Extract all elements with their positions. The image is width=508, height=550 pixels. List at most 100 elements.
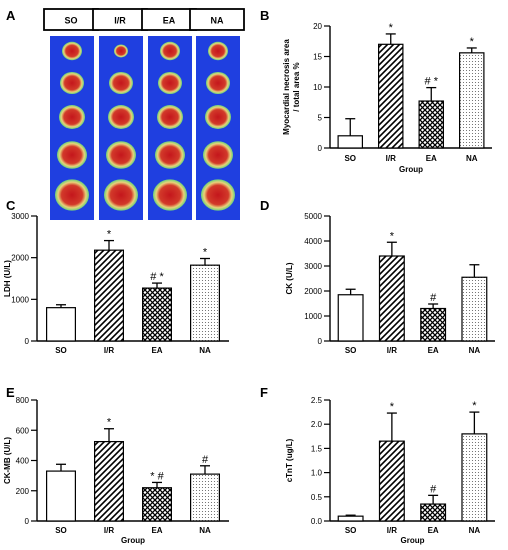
panel-a-label: A <box>6 8 16 23</box>
heart-slice <box>208 41 228 61</box>
column-header-label: NA <box>211 16 224 26</box>
panel-label: C <box>6 198 16 213</box>
y-axis-label: CK (U/L) <box>285 262 294 294</box>
significance-marker: * <box>470 36 475 48</box>
y-axis-label: Myocardial necrosis area <box>282 39 291 135</box>
bar-ir <box>378 43 404 149</box>
x-tick-label: SO <box>345 346 357 355</box>
bar-ea <box>418 100 445 149</box>
column-header-box <box>189 8 245 31</box>
significance-marker: * <box>389 22 394 34</box>
significance-marker: * <box>390 230 395 242</box>
bar-na <box>461 433 488 522</box>
heart-slice <box>157 105 183 129</box>
bar-ir <box>93 440 124 522</box>
chart-panel-d: D 0 1000 2000 3000 4000 5000 CK (U/L) SO * I/R # EA N… <box>260 198 495 355</box>
y-tick-label: 10 <box>313 83 322 92</box>
x-tick-label: NA <box>199 526 211 535</box>
significance-marker: * # <box>150 470 164 482</box>
heart-slice <box>62 41 82 61</box>
chart-panel-b: B 0 5 10 15 20 Myocardial necrosis area / total… <box>260 8 492 174</box>
bar-na <box>459 52 485 149</box>
panel-a-headers: SO I/R EA NA <box>43 8 245 31</box>
significance-marker: # <box>430 483 437 495</box>
bar-na <box>461 276 488 342</box>
y-tick-label: 0 <box>25 337 30 346</box>
heart-slice <box>60 71 84 95</box>
y-tick-label: 0.5 <box>311 493 323 502</box>
y-tick-label: 15 <box>313 53 322 62</box>
y-tick-label: 1.0 <box>311 469 323 478</box>
x-tick-label: NA <box>469 346 481 355</box>
x-tick-label: EA <box>428 346 439 355</box>
column-header-label: EA <box>163 16 176 26</box>
y-tick-label: 0 <box>25 517 30 526</box>
panel-label: D <box>260 198 269 213</box>
y-tick-label: 600 <box>16 426 30 435</box>
panel-a-photos <box>50 36 240 220</box>
x-axis-label: Group <box>399 165 423 174</box>
panel-a-photo: A SO I/R EA NA <box>6 8 245 220</box>
chart-panel-f: F 0.0 0.5 1.0 1.5 2.0 2.5 cTnT (ug/L) SO * I/R # EA *… <box>260 385 495 545</box>
bar-ir <box>378 255 405 342</box>
column-header-label: I/R <box>114 16 126 26</box>
y-tick-label: 20 <box>313 22 322 31</box>
y-tick-label: 3000 <box>11 212 29 221</box>
x-tick-label: EA <box>151 526 162 535</box>
x-tick-label: I/R <box>104 526 114 535</box>
heart-slice <box>114 44 128 58</box>
bar-ea <box>420 503 447 522</box>
bar-ea <box>420 307 447 342</box>
x-tick-label: I/R <box>387 346 397 355</box>
bar-so <box>45 307 76 342</box>
x-tick-label: SO <box>344 154 356 163</box>
charts: B 0 5 10 15 20 Myocardial necrosis area / total… <box>3 8 495 545</box>
significance-marker: * <box>203 247 208 259</box>
y-tick-label: 5000 <box>304 212 322 221</box>
y-tick-label: 2000 <box>304 287 322 296</box>
x-tick-label: I/R <box>387 526 397 535</box>
bar-na <box>190 264 221 342</box>
panel-label: E <box>6 385 15 400</box>
significance-marker: # <box>430 292 437 304</box>
heart-slice <box>55 179 89 211</box>
heart-slice <box>153 179 187 211</box>
chart-panel-e: E 0 200 400 600 800 CK-MB (U/L) SO * I/R * # EA # NA G… <box>3 385 229 545</box>
bar-ir <box>378 440 405 522</box>
x-tick-label: EA <box>151 346 162 355</box>
y-tick-label: 800 <box>16 396 30 405</box>
x-tick-label: NA <box>466 154 478 163</box>
y-tick-label: 3000 <box>304 262 322 271</box>
heart-slice <box>57 141 87 169</box>
heart-slice <box>206 71 230 95</box>
y-axis-label: LDH (U/L) <box>3 260 12 297</box>
y-tick-label: 1.5 <box>311 444 323 453</box>
heart-slice <box>59 105 85 129</box>
x-tick-label: SO <box>345 526 357 535</box>
heart-slice <box>106 141 136 169</box>
significance-marker: # * <box>150 271 164 283</box>
x-tick-label: NA <box>469 526 481 535</box>
y-tick-label: 200 <box>16 487 30 496</box>
x-tick-label: SO <box>55 346 67 355</box>
heart-slice <box>203 141 233 169</box>
y-tick-label: 0 <box>318 144 323 153</box>
bar-na <box>190 473 221 522</box>
heart-slice <box>155 141 185 169</box>
bar-ea <box>142 287 173 342</box>
bar-so <box>337 294 364 342</box>
significance-marker: * <box>107 417 112 429</box>
y-tick-label: 0 <box>318 337 323 346</box>
bar-ea <box>142 487 173 522</box>
heart-slice <box>201 179 235 211</box>
x-tick-label: I/R <box>386 154 396 163</box>
bar-so <box>337 135 364 149</box>
heart-slice <box>160 41 180 61</box>
x-axis-label: Group <box>401 536 425 545</box>
significance-marker: # <box>202 454 209 466</box>
x-tick-label: I/R <box>104 346 114 355</box>
significance-marker: * <box>390 401 395 413</box>
y-tick-label: 2000 <box>11 254 29 263</box>
y-tick-label: 2.0 <box>311 420 323 429</box>
